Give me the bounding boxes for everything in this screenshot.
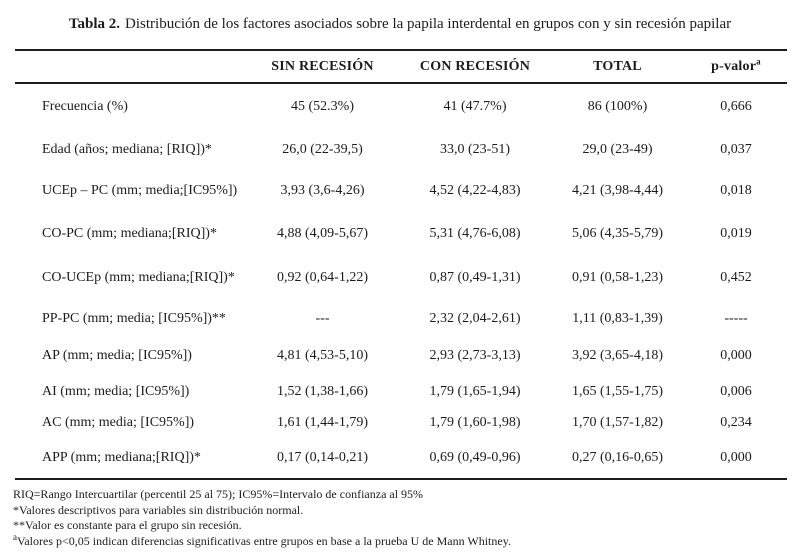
cell-con: 1,79 (1,60-1,98) [429,414,521,430]
cell-sin: 0,17 (0,14-0,21) [277,449,368,465]
row-label: APP (mm; mediana;[RIQ])* [42,449,201,465]
cell-con: 41 (47.7%) [443,99,507,114]
cell-p: 0,006 [720,383,752,399]
cell-sin: 3,93 (3,6-4,26) [280,182,365,198]
cell-total: 1,70 (1,57-1,82) [572,414,663,430]
statistics-table: SIN RECESIÓN CON RECESIÓN TOTAL p-valora… [15,49,787,480]
header-con-recesion: CON RECESIÓN [400,50,550,84]
row-label: AC (mm; media; [IC95%]) [42,414,195,430]
row-label: AP (mm; media; [IC95%]) [42,348,192,363]
cell-total: 29,0 (23-49) [582,142,653,157]
table-row: AC (mm; media; [IC95%]) 1,61 (1,44-1,79)… [15,408,787,437]
cell-con: 5,31 (4,76-6,08) [429,225,521,241]
row-label: Edad (años; mediana; [RIQ])* [42,142,212,157]
cell-con: 2,93 (2,73-3,13) [429,348,521,363]
table-row: CO-UCEp (mm; mediana;[RIQ])* 0,92 (0,64-… [15,256,787,300]
cell-total: 0,27 (0,16-0,65) [572,449,663,465]
caption-text: Distribución de los factores asociados s… [125,16,732,32]
caption-label: Tabla 2. [68,16,121,32]
table-row: Edad (años; mediana; [RIQ])* 26,0 (22-39… [15,130,787,170]
table-row: APP (mm; mediana;[RIQ])* 0,17 (0,14-0,21… [15,437,787,479]
cell-sin: 45 (52.3%) [291,99,354,114]
cell-p: 0,000 [720,449,752,465]
cell-p: 0,037 [720,142,752,157]
header-p-valor-text: p-valor [711,58,757,74]
table-row: AP (mm; media; [IC95%]) 4,81 (4,53-5,10)… [15,337,787,375]
table-row: Frecuencia (%) 45 (52.3%) 41 (47.7%) 86 … [15,83,787,130]
cell-sin: 26,0 (22-39,5) [282,142,363,157]
cell-p: 0,234 [720,414,752,430]
table-footnotes: RIQ=Rango Intercuartilar (percentil 25 a… [13,487,800,549]
cell-p: 0,018 [720,182,752,198]
header-row: SIN RECESIÓN CON RECESIÓN TOTAL p-valora [15,50,787,84]
cell-con: 1,79 (1,65-1,94) [429,383,521,399]
cell-p: 0,000 [720,348,752,363]
table-row: PP-PC (mm; media; [IC95%])** --- 2,32 (2… [15,300,787,337]
header-p-valor: p-valora [685,50,787,84]
cell-sin: 1,61 (1,44-1,79) [277,414,368,430]
cell-total: 4,21 (3,98-4,44) [572,182,663,198]
header-empty [15,50,245,84]
header-sin-recesion: SIN RECESIÓN [245,50,400,84]
cell-total: 1,65 (1,55-1,75) [572,383,663,399]
cell-sin: 4,88 (4,09-5,67) [277,225,368,241]
footnote-asterisk: *Valores descriptivos para variables sin… [13,502,304,517]
row-label: CO-UCEp (mm; mediana;[RIQ])* [42,270,235,285]
table-row: UCEp – PC (mm; media;[IC95%]) 3,93 (3,6-… [15,170,787,211]
cell-sin: 4,81 (4,53-5,10) [277,348,368,363]
row-label: CO-PC (mm; mediana;[RIQ])* [42,225,217,241]
row-label: Frecuencia (%) [42,99,128,114]
footnote-significance-text: Valores p<0,05 indican diferencias signi… [17,533,511,548]
cell-con: 0,69 (0,49-0,96) [429,449,521,465]
table-row: AI (mm; media; [IC95%]) 1,52 (1,38-1,66)… [15,375,787,408]
row-label: UCEp – PC (mm; media;[IC95%]) [42,182,238,198]
cell-total: 0,91 (0,58-1,23) [572,270,663,285]
cell-con: 33,0 (23-51) [440,142,510,157]
cell-sin: --- [315,310,330,326]
cell-total: 1,11 (0,83-1,39) [572,310,663,326]
cell-p: ----- [724,310,748,326]
cell-con: 0,87 (0,49-1,31) [429,270,521,285]
cell-sin: 1,52 (1,38-1,66) [277,383,368,399]
header-total: TOTAL [550,50,685,84]
header-p-valor-sup: a [756,55,761,66]
cell-total: 3,92 (3,65-4,18) [572,348,663,363]
cell-p: 0,666 [720,99,752,114]
cell-total: 5,06 (4,35-5,79) [572,225,663,241]
row-label: AI (mm; media; [IC95%]) [42,383,190,399]
cell-p: 0,019 [720,225,752,241]
footnote-double-asterisk: **Valor es constante para el grupo sin r… [13,518,242,532]
cell-p: 0,452 [720,270,752,285]
row-label: PP-PC (mm; media; [IC95%])** [42,310,226,326]
table-row: CO-PC (mm; mediana;[RIQ])* 4,88 (4,09-5,… [15,211,787,256]
table-caption: Tabla 2. Distribución de los factores as… [0,0,800,49]
cell-sin: 0,92 (0,64-1,22) [277,270,368,285]
cell-total: 86 (100%) [587,99,648,114]
footnote-abbreviations: RIQ=Rango Intercuartilar (percentil 25 a… [13,487,424,501]
cell-con: 2,32 (2,04-2,61) [429,310,521,326]
footnote-significance-sup: a [13,531,17,542]
footnote-significance: aValores p<0,05 indican diferencias sign… [13,531,800,550]
cell-con: 4,52 (4,22-4,83) [429,182,521,198]
